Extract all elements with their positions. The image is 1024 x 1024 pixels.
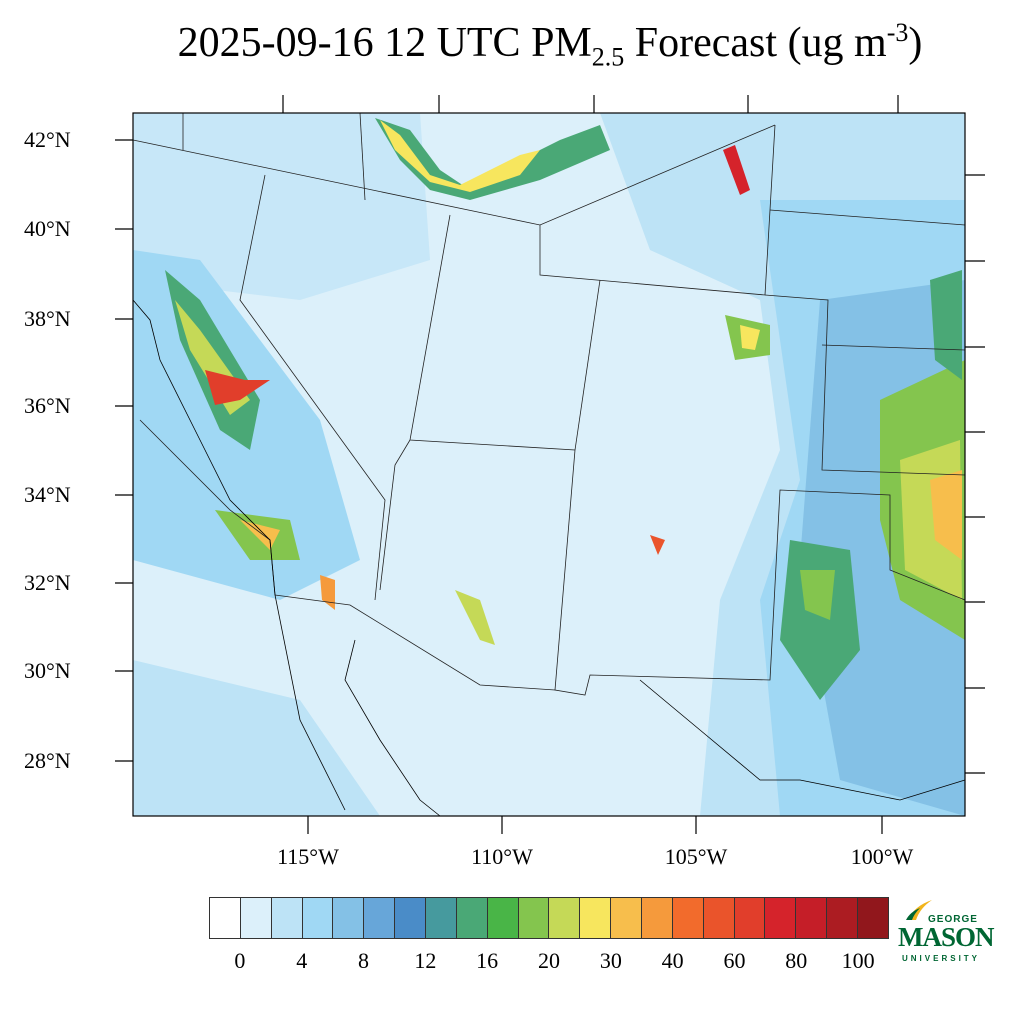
colorbar-box [426,898,457,938]
colorbar-box [703,898,735,938]
lat-label: 30°N [24,658,71,683]
title-forecast: Forecast (ug m [624,20,887,66]
colorbar-box [487,898,519,938]
lat-label: 42°N [24,127,71,152]
colorbar-box [765,898,797,938]
logo-mason: MASON [898,922,994,952]
colorbar-box [518,898,550,938]
colorbar-box [611,898,643,938]
lat-label: 28°N [24,748,71,773]
colorbar-box [210,898,241,938]
colorbar [209,897,889,939]
map-title: 2025-09-16 12 UTC PM2.5 Forecast (ug m-3… [0,18,1024,72]
colorbar-box [580,898,612,938]
lon-label: 115°W [277,844,339,869]
colorbar-box [302,898,334,938]
colorbar-label: 16 [476,948,499,973]
state-boundaries [132,112,966,696]
logo-university: UNIVERSITY [902,954,981,963]
title-close: ) [908,20,923,66]
lat-label: 32°N [24,570,71,595]
map-frame [132,112,966,817]
gmu-logo: GEORGE MASON UNIVERSITY [898,898,1002,968]
colorbar-box [240,898,272,938]
logo-flame-icon [906,900,932,920]
colorbar-box [271,898,303,938]
colorbar-box [858,898,888,938]
axis-ticks [115,95,985,834]
colorbar-box [333,898,365,938]
coastline [132,299,966,817]
logo-george: GEORGE [928,914,978,925]
colorbar-label: 40 [661,948,684,973]
colorbar-box [827,898,859,938]
lon-label: 100°W [850,844,914,869]
colorbar-box [734,898,766,938]
colorbar-box [672,898,704,938]
colorbar-label: 30 [599,948,622,973]
colorbar-box [456,898,488,938]
colorbar-box [395,898,427,938]
colorbar-box [364,898,396,938]
colorbar-box [549,898,581,938]
colorbar-label: 80 [785,948,808,973]
colorbar-label: 20 [538,948,560,973]
title-superscript: -3 [886,18,909,47]
colorbar-box [642,898,673,938]
lon-label: 110°W [471,844,533,869]
lat-label: 34°N [24,482,71,507]
colorbar-label: 60 [723,948,746,973]
lat-label: 36°N [24,393,71,418]
lat-label: 40°N [24,216,71,241]
concentration-field [133,113,965,816]
title-subscript: 2.5 [591,42,625,72]
colorbar-label: 12 [414,948,437,973]
colorbar-label: 0 [234,948,246,973]
lon-label: 105°W [664,844,728,869]
title-text: 2025-09-16 12 UTC PM [177,20,592,66]
colorbar-label: 8 [358,948,370,973]
colorbar-label: 100 [841,948,875,973]
colorbar-box [796,898,828,938]
colorbar-label: 4 [296,948,308,973]
lat-label: 38°N [24,306,71,331]
